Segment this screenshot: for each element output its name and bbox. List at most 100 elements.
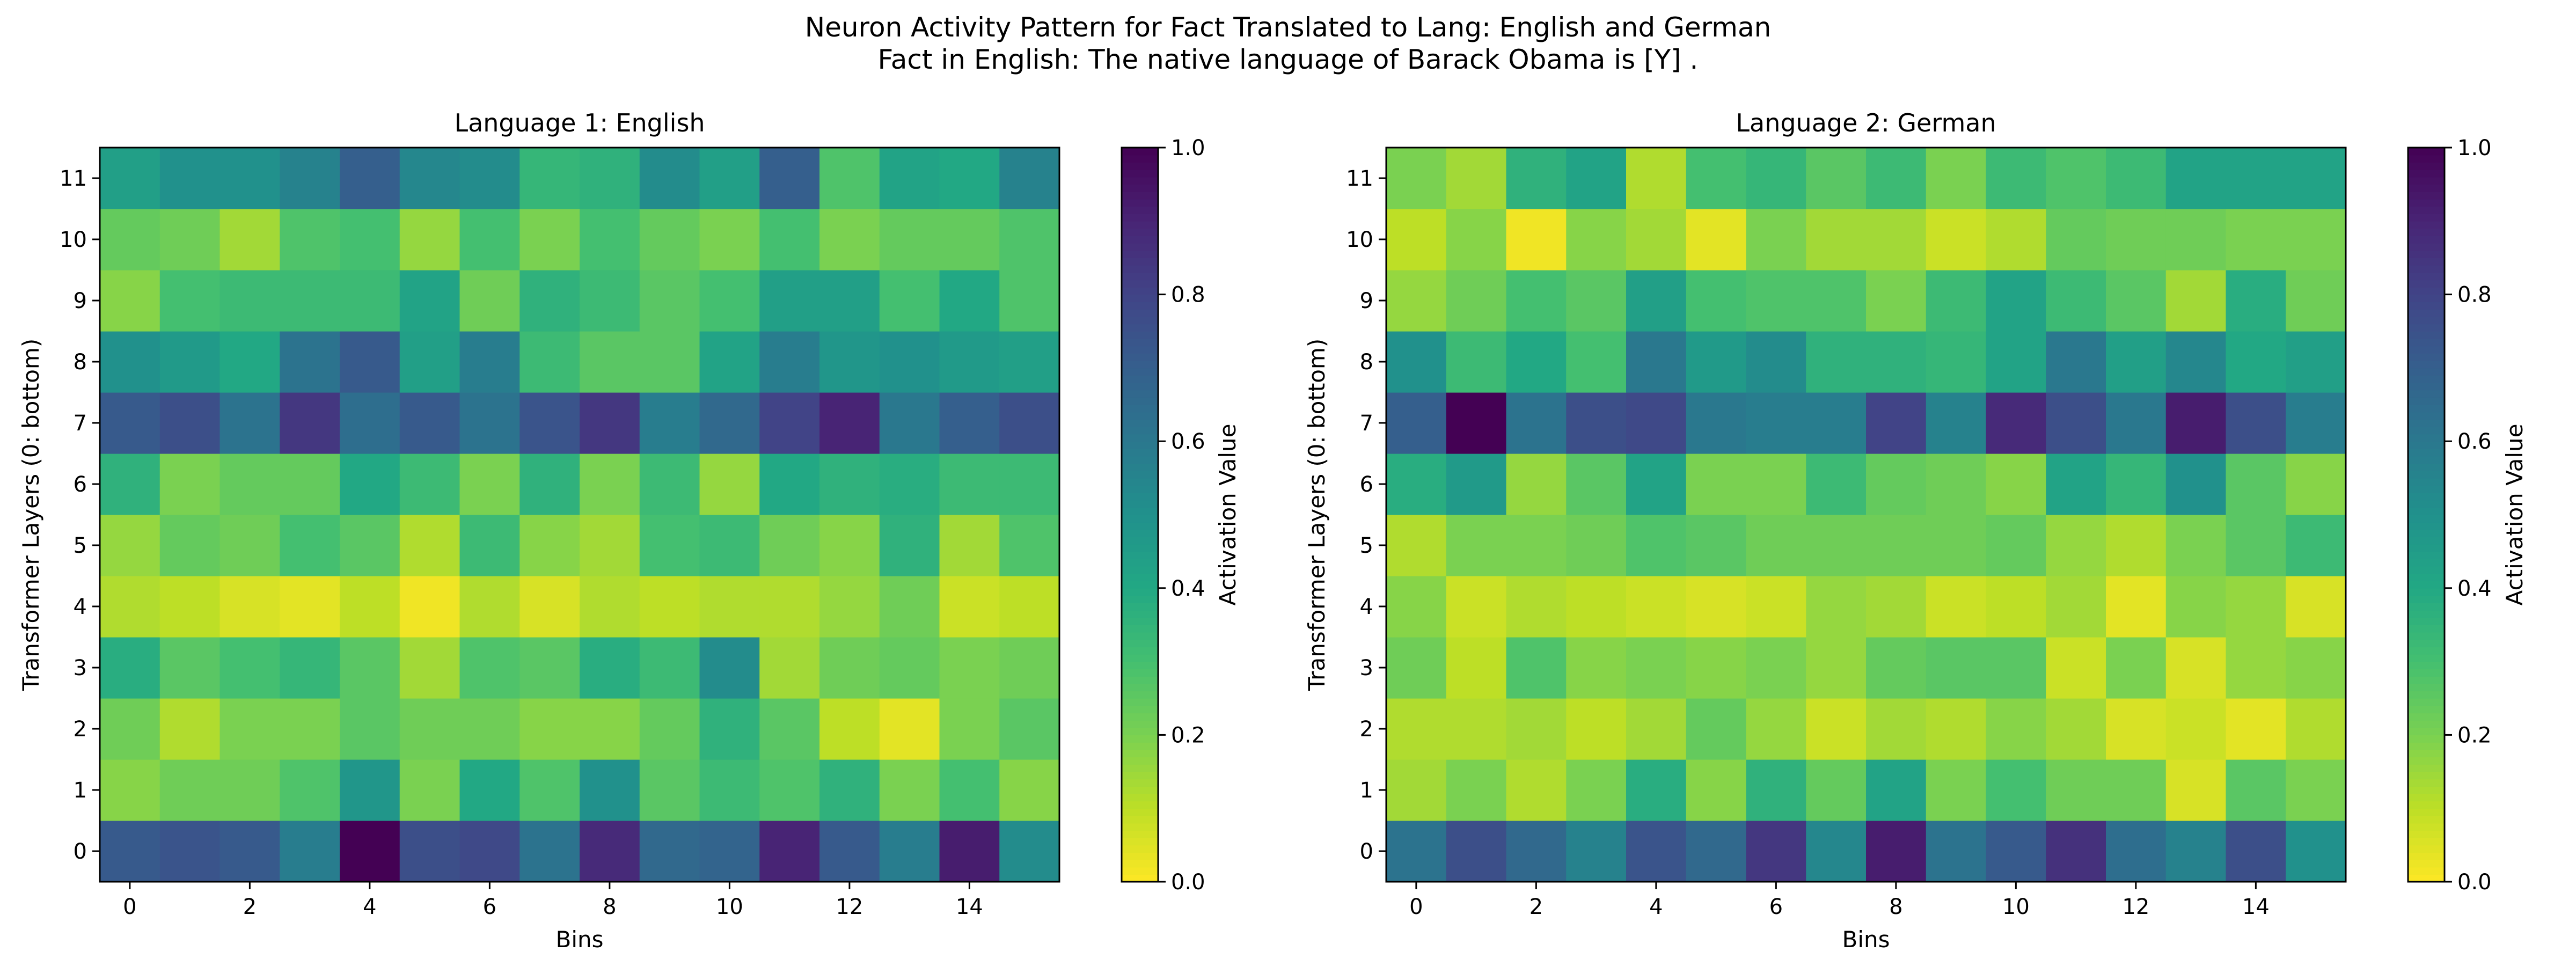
colorbar-segment bbox=[2408, 199, 2445, 207]
colorbar-segment bbox=[2408, 294, 2445, 303]
heatmap-cell bbox=[340, 148, 400, 209]
colorbar-segment bbox=[2408, 647, 2445, 655]
colorbar-segment bbox=[1122, 573, 1158, 581]
heatmap-cell bbox=[2226, 148, 2286, 209]
heatmap-cell bbox=[2046, 821, 2106, 882]
colorbar-segment bbox=[2408, 470, 2445, 479]
heatmap-cell bbox=[459, 821, 520, 882]
heatmap-cell bbox=[939, 698, 1000, 760]
heatmap-cell bbox=[939, 209, 1000, 270]
y-axis-label: Transformer Layers (0: bottom) bbox=[18, 339, 44, 692]
heatmap-cell bbox=[519, 821, 580, 882]
x-tick-label: 6 bbox=[483, 895, 496, 919]
heatmap-cell bbox=[879, 270, 940, 332]
colorbar-segment bbox=[1122, 698, 1158, 706]
x-axis-label: Bins bbox=[1842, 926, 1890, 953]
colorbar-segment bbox=[2408, 639, 2445, 648]
heatmap-cell bbox=[999, 270, 1060, 332]
colorbar-segment bbox=[2408, 243, 2445, 251]
heatmap-cell bbox=[1626, 637, 1687, 699]
colorbar-segment bbox=[2408, 522, 2445, 530]
colorbar-segment bbox=[1122, 610, 1158, 618]
colorbar-segment bbox=[2408, 823, 2445, 831]
colorbar-segment bbox=[2408, 434, 2445, 442]
colorbar-tick-label: 0.4 bbox=[2457, 576, 2492, 601]
heatmap-cell bbox=[1566, 148, 1627, 209]
colorbar-segment bbox=[2408, 588, 2445, 596]
heatmap-cell bbox=[1686, 759, 1747, 821]
colorbar-segment bbox=[2408, 808, 2445, 816]
heatmap-cell bbox=[219, 698, 280, 760]
heatmap-cell bbox=[100, 392, 160, 454]
heatmap-cell bbox=[639, 453, 700, 515]
heatmap-cell bbox=[939, 270, 1000, 332]
heatmap-cell bbox=[999, 576, 1060, 638]
heatmap-cell bbox=[2106, 698, 2167, 760]
panel-title: Language 1: English bbox=[454, 108, 705, 137]
y-tick-label: 5 bbox=[74, 533, 87, 558]
colorbar-segment bbox=[2408, 793, 2445, 802]
x-axis-label: Bins bbox=[556, 926, 604, 953]
colorbar-segment bbox=[2408, 720, 2445, 728]
colorbar-tick-label: 0.2 bbox=[1171, 723, 1205, 748]
heatmap-cell bbox=[639, 821, 700, 882]
colorbar-segment bbox=[2408, 683, 2445, 692]
heatmap-cell bbox=[159, 270, 221, 332]
colorbar-label: Activation Value bbox=[1214, 424, 1241, 606]
colorbar-segment bbox=[1122, 874, 1158, 882]
heatmap-cell bbox=[2286, 637, 2346, 699]
heatmap-cell bbox=[459, 637, 520, 699]
colorbar-segment bbox=[1122, 419, 1158, 427]
colorbar-segment bbox=[2408, 603, 2445, 611]
heatmap-cell bbox=[639, 515, 700, 576]
colorbar-segment bbox=[1122, 559, 1158, 567]
x-tick-label: 8 bbox=[1889, 895, 1902, 919]
x-tick-label: 12 bbox=[2122, 895, 2149, 919]
heatmap-cell bbox=[999, 148, 1060, 209]
heatmap-cell bbox=[1506, 331, 1567, 393]
heatmap-cell bbox=[1506, 759, 1567, 821]
colorbar-segment bbox=[1122, 192, 1158, 200]
heatmap-cell bbox=[219, 392, 280, 454]
x-tick-label: 2 bbox=[1529, 895, 1543, 919]
heatmap-cell bbox=[1866, 392, 1927, 454]
heatmap-cell bbox=[399, 453, 460, 515]
colorbar-segment bbox=[1122, 595, 1158, 603]
heatmap-cell bbox=[580, 759, 640, 821]
heatmap-cell bbox=[1506, 209, 1567, 270]
heatmap-cell bbox=[1686, 331, 1747, 393]
heatmap-cell bbox=[1446, 759, 1507, 821]
colorbar-segment bbox=[2408, 500, 2445, 508]
heatmap-cell bbox=[2286, 453, 2346, 515]
heatmap-cell bbox=[1686, 270, 1747, 332]
colorbar-segment bbox=[2408, 265, 2445, 273]
colorbar-segment bbox=[2408, 507, 2445, 515]
heatmap-cell bbox=[2165, 209, 2227, 270]
colorbar-segment bbox=[1122, 448, 1158, 457]
colorbar-segment bbox=[1122, 221, 1158, 229]
heatmap-cell bbox=[219, 515, 280, 576]
heatmap-cell bbox=[1746, 270, 1806, 332]
colorbar-segment bbox=[2408, 691, 2445, 699]
colorbar-segment bbox=[2408, 448, 2445, 457]
heatmap-cell bbox=[699, 453, 760, 515]
heatmap-cell bbox=[1446, 637, 1507, 699]
heatmap-cell bbox=[580, 209, 640, 270]
heatmap-cell bbox=[580, 698, 640, 760]
heatmap-cell bbox=[519, 698, 580, 760]
colorbar-segment bbox=[1122, 258, 1158, 266]
heatmap-panel-german: Language 2: German 0 2 4 6 8 10 12 14 012345678… bbox=[1304, 108, 2528, 953]
heatmap-cell bbox=[2106, 759, 2167, 821]
colorbar-segment bbox=[1122, 162, 1158, 170]
y-tick-label: 4 bbox=[74, 595, 87, 619]
heatmap-cell bbox=[1986, 637, 2046, 699]
colorbar-segment bbox=[1122, 852, 1158, 860]
colorbar-segment bbox=[2408, 206, 2445, 214]
colorbar-segment bbox=[2408, 845, 2445, 853]
heatmap-cell bbox=[2046, 331, 2106, 393]
colorbar-segment bbox=[1122, 808, 1158, 816]
colorbar-segment bbox=[2408, 705, 2445, 714]
colorbar-segment bbox=[2408, 382, 2445, 391]
heatmap-cell bbox=[939, 392, 1000, 454]
colorbar-segment bbox=[1122, 331, 1158, 339]
